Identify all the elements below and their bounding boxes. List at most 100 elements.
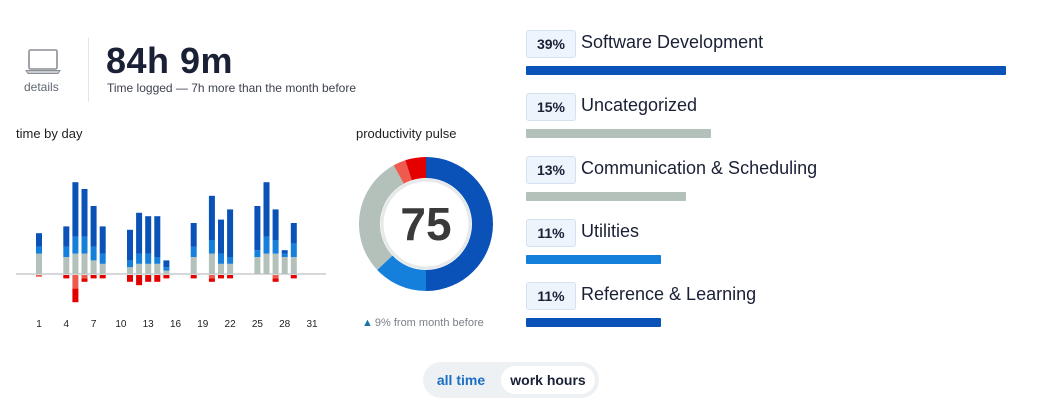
- productivity-pulse-title: productivity pulse: [356, 126, 457, 141]
- category-row[interactable]: 15% Uncategorized: [526, 93, 1026, 153]
- day-bar-segment: [63, 257, 70, 274]
- day-bar-segment: [63, 275, 70, 279]
- day-bar-segment: [190, 257, 197, 274]
- day-bar-segment: [281, 257, 288, 274]
- day-bar-segment: [136, 212, 143, 254]
- day-bar-segment: [90, 275, 97, 279]
- productivity-score: 75: [400, 198, 452, 250]
- day-bar-segment: [81, 236, 88, 254]
- details-link[interactable]: details: [24, 80, 59, 94]
- day-bar-segment: [99, 226, 106, 254]
- day-bar-segment: [218, 253, 224, 264]
- x-tick-label: 7: [91, 319, 97, 330]
- category-name[interactable]: Uncategorized: [581, 95, 698, 115]
- x-tick-label: 22: [225, 319, 237, 330]
- day-bar-segment: [218, 275, 224, 279]
- day-bar-segment: [208, 275, 215, 279]
- pulse-slice: [359, 165, 404, 270]
- day-bar-segment: [136, 275, 143, 286]
- pulse-trend-text: 9% from month before: [374, 317, 484, 329]
- day-bar-segment: [90, 246, 97, 261]
- x-tick-label: 13: [143, 319, 155, 330]
- day-bar-segment: [63, 226, 70, 247]
- day-bar-segment: [72, 288, 79, 303]
- day-bar-segment: [208, 253, 215, 274]
- day-bar-segment: [190, 246, 197, 257]
- category-bar: [526, 66, 1006, 75]
- x-tick-label: 31: [306, 319, 318, 330]
- day-bar-segment: [36, 233, 42, 247]
- day-bar-segment: [154, 257, 161, 264]
- category-percent: 11%: [526, 219, 576, 247]
- pulse-slice: [393, 160, 412, 184]
- header-divider: [88, 38, 89, 102]
- day-bar-segment: [263, 182, 270, 237]
- day-bar-segment: [81, 275, 88, 279]
- day-bar-segment: [290, 257, 297, 274]
- day-bar-segment: [136, 263, 143, 274]
- day-bar-segment: [90, 206, 97, 247]
- day-bar-segment: [272, 253, 279, 274]
- pulse-slice: [377, 255, 426, 291]
- day-bar-segment: [208, 278, 215, 282]
- day-bar-segment: [281, 250, 288, 254]
- day-bar-segment: [63, 246, 70, 257]
- day-bar-segment: [145, 253, 152, 264]
- category-row[interactable]: 11% Utilities: [526, 219, 1026, 279]
- all-time-button[interactable]: all time: [436, 372, 486, 388]
- category-name[interactable]: Communication & Scheduling: [581, 158, 818, 178]
- day-bar-segment: [127, 267, 133, 274]
- category-bar: [526, 318, 662, 327]
- productivity-pulse-donut[interactable]: [355, 153, 497, 295]
- day-bar-segment: [81, 278, 88, 282]
- day-bar-segment: [72, 253, 79, 274]
- day-bar-segment: [254, 257, 261, 274]
- day-bar-segment: [99, 275, 106, 279]
- day-bar-segment: [154, 263, 161, 274]
- work-hours-button[interactable]: work hours: [501, 366, 595, 394]
- day-bar-segment: [272, 209, 279, 240]
- time-by-day-chart[interactable]: 1 4 7 10 13 16 19 22 25 28 31: [14, 140, 332, 336]
- day-bar-segment: [218, 263, 224, 274]
- pulse-slice: [405, 157, 426, 181]
- category-name[interactable]: Software Development: [581, 32, 764, 52]
- day-bar-segment: [36, 275, 42, 277]
- day-bar-segment: [290, 223, 297, 244]
- pulse-trend: ▲ 9% from month before: [362, 317, 484, 329]
- category-row[interactable]: 11% Reference & Learning: [526, 282, 1026, 342]
- day-bar-segment: [263, 236, 270, 254]
- arrow-up-icon: ▲: [362, 317, 373, 329]
- pulse-center: [380, 178, 472, 270]
- day-bar-segment: [145, 275, 152, 282]
- x-tick-label: 1: [36, 319, 42, 330]
- category-bar: [526, 129, 711, 138]
- day-bar-segment: [127, 275, 133, 282]
- x-tick-label: 28: [279, 319, 291, 330]
- category-percent: 11%: [526, 282, 576, 310]
- day-bar-segment: [163, 275, 170, 279]
- day-bar-segment: [272, 278, 279, 282]
- day-bar-segment: [81, 253, 88, 274]
- category-name[interactable]: Utilities: [581, 221, 640, 241]
- pulse-slice: [426, 157, 493, 291]
- category-row[interactable]: 39% Software Development: [526, 30, 1026, 90]
- day-bar-segment: [99, 263, 106, 274]
- category-bar: [526, 192, 686, 201]
- day-bar-segment: [227, 275, 234, 279]
- day-bar-segment: [208, 240, 215, 254]
- day-bar-segment: [145, 263, 152, 274]
- category-percent: 15%: [526, 93, 576, 121]
- day-bar-segment: [254, 250, 261, 257]
- category-row[interactable]: 13% Communication & Scheduling: [526, 156, 1026, 216]
- day-bar-segment: [72, 236, 79, 254]
- x-tick-label: 4: [64, 319, 70, 330]
- day-bar-segment: [127, 260, 133, 268]
- day-bar-segment: [208, 195, 215, 240]
- category-percent: 13%: [526, 156, 576, 184]
- category-name[interactable]: Reference & Learning: [581, 284, 757, 304]
- day-bar-segment: [272, 240, 279, 254]
- day-bar-segment: [81, 189, 88, 237]
- laptop-icon[interactable]: [25, 49, 61, 75]
- day-bar-segment: [254, 206, 261, 251]
- day-bar-segment: [190, 223, 197, 247]
